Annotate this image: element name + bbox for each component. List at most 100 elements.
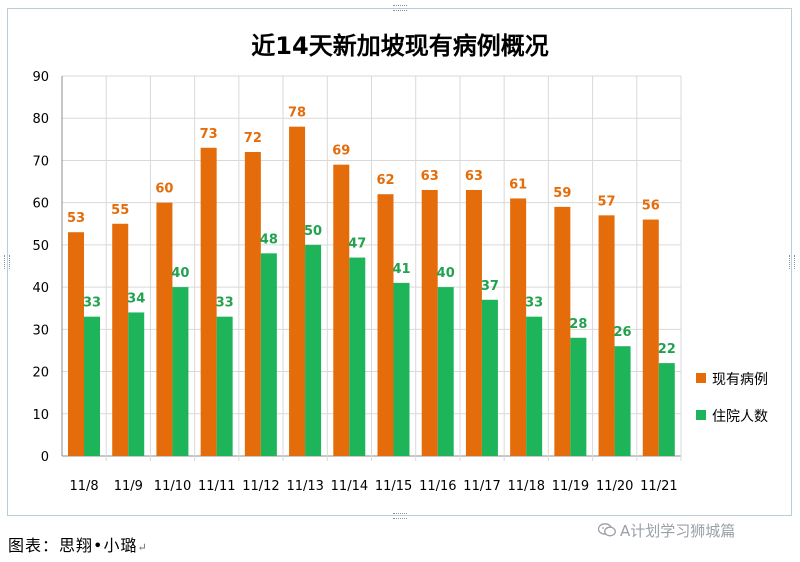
y-tick-label: 80 xyxy=(32,112,49,127)
label-current-cases: 61 xyxy=(509,177,527,192)
bar-current-cases xyxy=(421,190,438,456)
label-current-cases: 59 xyxy=(553,186,571,201)
bar-hospitalized xyxy=(305,244,322,456)
x-tick-label: 11/21 xyxy=(640,479,677,494)
label-current-cases: 78 xyxy=(288,106,306,121)
bar-current-cases xyxy=(333,164,350,456)
y-tick-label: 50 xyxy=(32,239,49,254)
bar-hospitalized xyxy=(84,316,100,456)
legend-label: 住院人数 xyxy=(712,409,768,425)
label-hospitalized: 26 xyxy=(614,325,632,340)
label-current-cases: 57 xyxy=(598,194,616,209)
label-hospitalized: 48 xyxy=(260,232,278,247)
x-tick-label: 11/8 xyxy=(70,479,99,494)
label-hospitalized: 33 xyxy=(216,296,234,311)
label-hospitalized: 41 xyxy=(392,262,410,277)
watermark: A计划学习狮城篇 xyxy=(597,519,736,541)
y-tick-label: 90 xyxy=(32,70,49,85)
label-hospitalized: 47 xyxy=(348,237,366,252)
y-tick-label: 30 xyxy=(32,323,49,338)
resize-handle-right[interactable] xyxy=(789,255,795,269)
x-tick-label: 11/15 xyxy=(375,479,412,494)
label-current-cases: 69 xyxy=(332,144,350,159)
chart-title: 近14天新加坡现有病例概况 xyxy=(251,32,548,60)
y-tick-label: 60 xyxy=(32,197,49,212)
label-hospitalized: 33 xyxy=(525,296,543,311)
bar-current-cases xyxy=(112,223,129,456)
label-hospitalized: 33 xyxy=(83,296,101,311)
bar-hospitalized xyxy=(349,257,366,456)
x-tick-label: 11/18 xyxy=(508,479,545,494)
legend-swatch xyxy=(696,373,706,383)
bar-hospitalized xyxy=(172,287,189,456)
x-tick-label: 11/11 xyxy=(198,479,235,494)
bar-current-cases xyxy=(68,232,84,456)
data-labels: 53 33 55 34 60 40 73 33 72 48 78 50 69 47 62 41 63 40 63 37… xyxy=(67,106,676,357)
x-tick-label: 11/20 xyxy=(596,479,633,494)
watermark-text: A计划学习狮城篇 xyxy=(620,521,736,540)
bar-current-cases xyxy=(377,194,394,456)
figure-caption: 图表：思翔•小璐↵ xyxy=(8,532,148,556)
x-tick-label: 11/14 xyxy=(331,479,368,494)
bar-hospitalized xyxy=(128,312,145,456)
paragraph-mark: ↵ xyxy=(137,541,148,554)
y-tick-label: 10 xyxy=(32,408,49,423)
label-hospitalized: 28 xyxy=(569,317,587,332)
gridlines xyxy=(61,75,682,461)
bar-current-cases xyxy=(642,219,659,456)
label-hospitalized: 40 xyxy=(171,266,189,281)
bar-current-cases xyxy=(200,147,217,456)
label-current-cases: 73 xyxy=(200,127,218,142)
label-current-cases: 72 xyxy=(244,131,262,146)
axes: 0 10 20 30 40 50 60 70 80 90 11/8 11/9 11/10 11/11 11/… xyxy=(32,70,677,494)
y-tick-label: 70 xyxy=(32,154,49,169)
bar-chart: 近14天新加坡现有病例概况 0 10 20 30 40 50 60 70 80 90 11/8 11/… xyxy=(32,32,768,494)
bar-hospitalized xyxy=(570,337,587,456)
bar-hospitalized xyxy=(658,363,675,456)
y-tick-label: 40 xyxy=(32,281,49,296)
x-tick-label: 11/16 xyxy=(419,479,456,494)
label-current-cases: 53 xyxy=(67,211,85,226)
bar-hospitalized xyxy=(216,316,233,456)
x-tick-label: 11/19 xyxy=(552,479,589,494)
bar-current-cases xyxy=(465,190,482,456)
x-tick-label: 11/9 xyxy=(114,479,143,494)
label-current-cases: 56 xyxy=(642,199,660,214)
x-tick-label: 11/13 xyxy=(286,479,323,494)
bar-hospitalized xyxy=(481,299,498,456)
bar-hospitalized xyxy=(260,253,277,456)
caption-text: 图表：思翔•小璐 xyxy=(8,536,138,555)
bar-hospitalized xyxy=(393,282,410,456)
label-hospitalized: 37 xyxy=(481,279,499,294)
label-hospitalized: 50 xyxy=(304,224,322,239)
bar-current-cases xyxy=(244,152,261,456)
bars xyxy=(68,126,675,457)
resize-handle-bottom[interactable] xyxy=(393,513,407,519)
label-current-cases: 55 xyxy=(111,203,129,218)
resize-handle-top[interactable] xyxy=(393,5,407,11)
x-tick-label: 11/12 xyxy=(242,479,279,494)
wechat-icon xyxy=(597,523,616,537)
label-current-cases: 63 xyxy=(421,169,439,184)
legend-label: 现有病例 xyxy=(712,372,768,388)
bar-hospitalized xyxy=(614,346,631,456)
label-hospitalized: 40 xyxy=(437,266,455,281)
bar-current-cases xyxy=(289,126,306,457)
resize-handle-left[interactable] xyxy=(4,255,10,269)
label-current-cases: 60 xyxy=(155,182,173,197)
label-hospitalized: 34 xyxy=(127,291,145,306)
label-current-cases: 62 xyxy=(376,173,394,188)
y-tick-label: 0 xyxy=(41,450,49,465)
bar-current-cases xyxy=(156,202,173,456)
bar-current-cases xyxy=(554,206,571,456)
bar-current-cases xyxy=(510,198,527,456)
x-tick-label: 11/10 xyxy=(154,479,191,494)
x-tick-label: 11/17 xyxy=(463,479,500,494)
bar-hospitalized xyxy=(526,316,543,456)
bar-hospitalized xyxy=(437,287,454,456)
y-tick-label: 20 xyxy=(32,366,49,381)
label-hospitalized: 22 xyxy=(658,342,676,357)
label-current-cases: 63 xyxy=(465,169,483,184)
legend-swatch xyxy=(696,410,706,420)
